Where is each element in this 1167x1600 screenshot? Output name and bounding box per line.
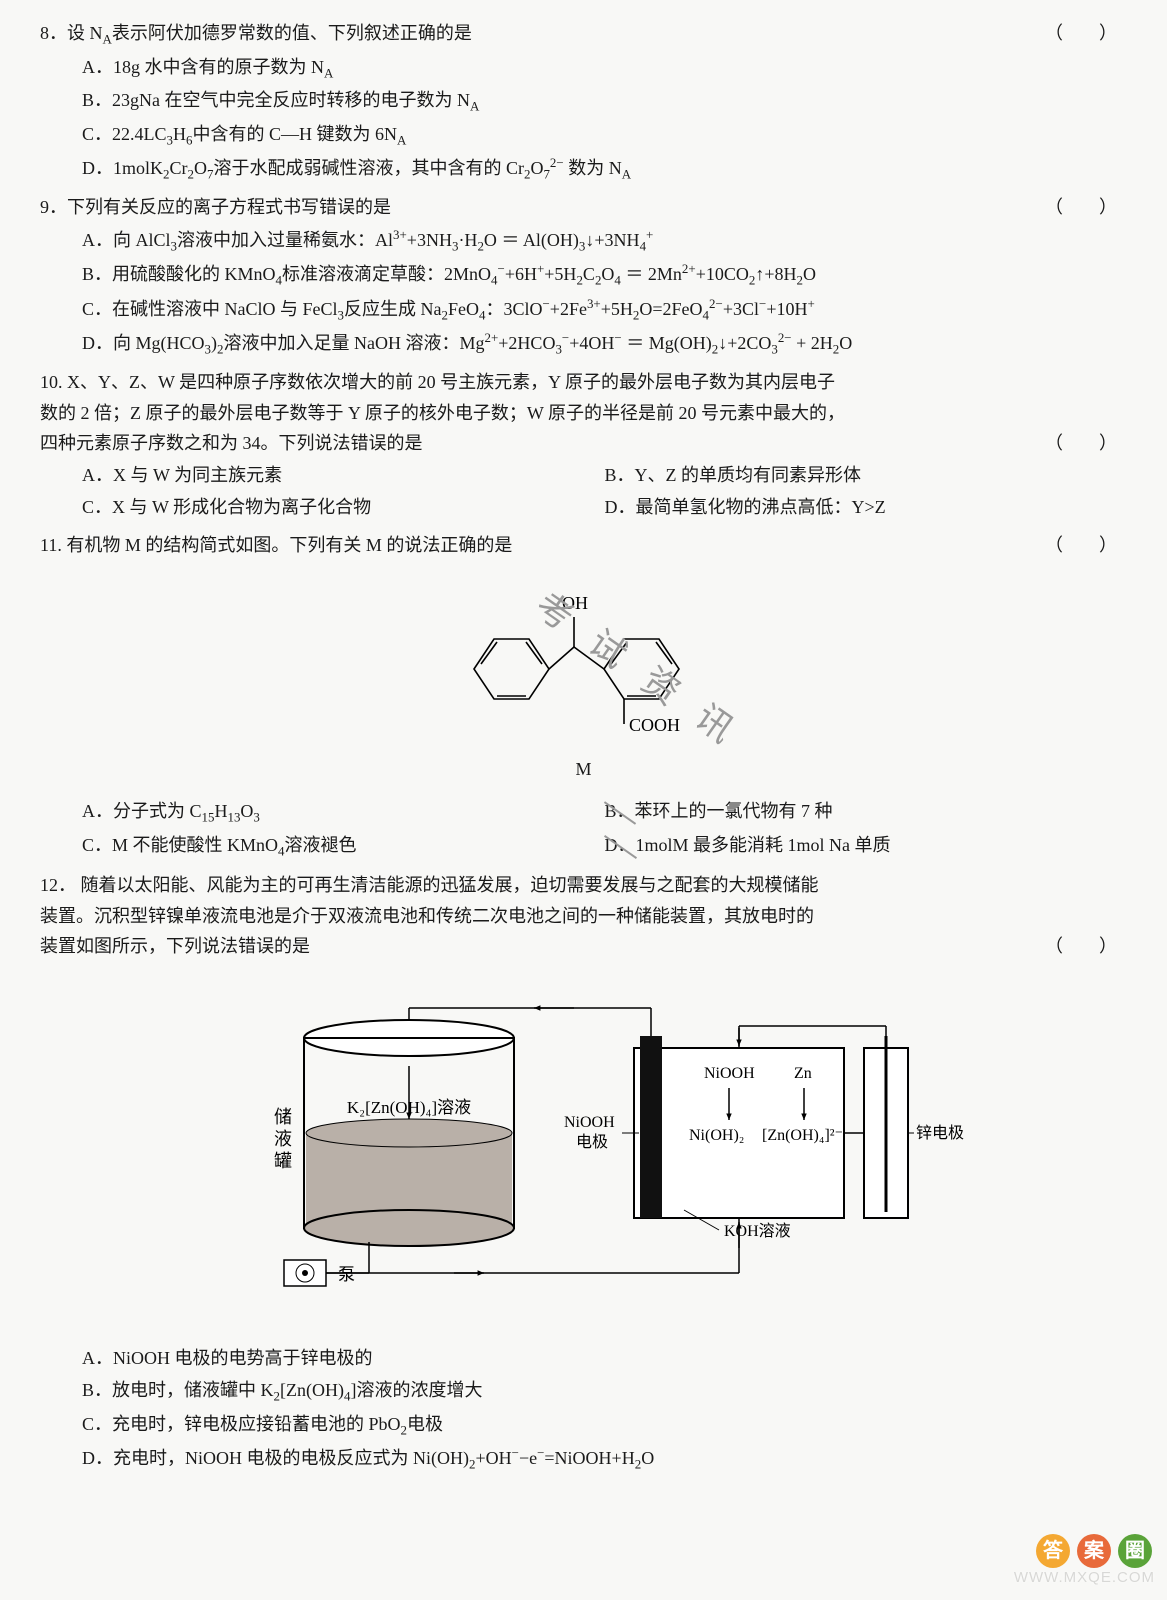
question-9: （ ） 9．下列有关反应的离子方程式书写错误的是 A．向 AlCl3溶液中加入过… — [40, 192, 1127, 361]
q12-stem-line3-wrap: （ ） 装置如图所示，下列说法错误的是 — [40, 931, 1127, 962]
label-cooh: COOH — [629, 715, 680, 735]
q8-opt-a: A．18g 水中含有的原子数为 NA — [82, 52, 1127, 85]
svg-text:泵: 泵 — [338, 1265, 355, 1284]
q10-stem-line3: 四种元素原子序数之和为 34。下列说法错误的是 — [40, 433, 423, 453]
svg-text:液: 液 — [274, 1129, 292, 1149]
svg-text:Ni(OH)₂: Ni(OH)₂ — [689, 1127, 744, 1144]
svg-text:储: 储 — [274, 1107, 292, 1127]
q12-opt-c: C．充电时，锌电极应接铅蓄电池的 PbO2电极 — [82, 1409, 1127, 1442]
svg-text:电极: 电极 — [576, 1133, 608, 1151]
q11-opt-d-label: D． — [605, 830, 636, 861]
svg-text:K₂[Zn(OH)₄]溶液: K₂[Zn(OH)₄]溶液 — [346, 1098, 470, 1117]
q9-opt-b: B．用硫酸酸化的 KMnO4标准溶液滴定草酸：2MnO4−+6H++5H2C2O… — [82, 258, 1127, 292]
molecule-figure: 考 试 资 讯 OH — [40, 579, 1127, 785]
q10-stem-line2: 数的 2 倍；Z 原子的最外层电子数等于 Y 原子的核外电子数；W 原子的半径是… — [40, 398, 1127, 429]
svg-text:[Zn(OH)₄]²⁻: [Zn(OH)₄]²⁻ — [762, 1127, 843, 1144]
q11-opt-c: C．M 不能使酸性 KMnO4溶液褪色 — [82, 830, 605, 863]
q10-opt-a: A．X 与 W 为同主族元素 — [82, 460, 605, 491]
q8-opt-d: D．1molK2Cr2O7溶于水配成弱碱性溶液，其中含有的 Cr2O72− 数为… — [82, 152, 1127, 186]
question-10: 10. X、Y、Z、W 是四种原子序数依次增大的前 20 号主族元素，Y 原子的… — [40, 367, 1127, 524]
q8-opt-b: B．23gNa 在空气中完全反应时转移的电子数为 NA — [82, 85, 1127, 118]
answer-paren: （ ） — [1045, 931, 1117, 962]
q11-stem: 11. 有机物 M 的结构简式如图。下列有关 M 的说法正确的是 — [40, 535, 512, 555]
question-11: （ ） 11. 有机物 M 的结构简式如图。下列有关 M 的说法正确的是 考 试… — [40, 530, 1127, 864]
q11-opt-b: B．苯环上的一氯代物有 7 种 — [605, 796, 1128, 829]
q10-opt-b: B．Y、Z 的单质均有同素异形体 — [605, 460, 1128, 491]
svg-text:锌电极: 锌电极 — [916, 1124, 964, 1142]
q12-options: A．NiOOH 电极的电势高于锌电极的 B．放电时，储液罐中 K2[Zn(OH)… — [40, 1343, 1127, 1475]
q12-stem-line3: 装置如图所示，下列说法错误的是 — [40, 936, 310, 956]
question-12: 12． 随着以太阳能、风能为主的可再生清洁能源的迅猛发展，迫切需要发展与之配套的… — [40, 870, 1127, 1476]
footer-brand: 答 案 圈 — [1035, 1534, 1153, 1568]
q8-options: A．18g 水中含有的原子数为 NA B．23gNa 在空气中完全反应时转移的电… — [40, 52, 1127, 186]
molecule-name: M — [40, 754, 1127, 785]
svg-text:NiOOH: NiOOH — [564, 1114, 615, 1131]
question-8: （ ） 8．设 NA表示阿伏加德罗常数的值、下列叙述正确的是 A．18g 水中含… — [40, 18, 1127, 186]
molecule-svg: OH COOH — [434, 579, 734, 739]
brand-char-3: 圈 — [1118, 1534, 1152, 1568]
q10-options: A．X 与 W 为同主族元素 B．Y、Z 的单质均有同素异形体 C．X 与 W … — [40, 459, 1127, 524]
q12-opt-a: A．NiOOH 电极的电势高于锌电极的 — [82, 1343, 1127, 1374]
battery-diagram: K₂[Zn(OH)₄]溶液 储液罐泵 NiOOH Zn Ni(OH)₂ [Zn(OH)₄]… — [40, 978, 1127, 1328]
q9-opt-a: A．向 AlCl3溶液中加入过量稀氨水：Al3++3NH3·H2O ＝ Al(O… — [82, 224, 1127, 258]
label-oh: OH — [562, 593, 588, 613]
q11-opt-a: A．分子式为 C15H13O3 — [82, 796, 605, 829]
q9-stem-text: 下列有关反应的离子方程式书写错误的是 — [67, 197, 391, 217]
q10-opt-c: C．X 与 W 形成化合物为离子化合物 — [82, 492, 605, 523]
q11-opt-d-text: 1molM 最多能消耗 1mol Na 单质 — [636, 835, 891, 855]
brand-char-1: 答 — [1036, 1534, 1070, 1568]
q10-stem-line1: 10. X、Y、Z、W 是四种原子序数依次增大的前 20 号主族元素，Y 原子的… — [40, 367, 1127, 398]
q8-stem-text: 设 NA表示阿伏加德罗常数的值、下列叙述正确的是 — [67, 23, 472, 43]
q11-options: A．分子式为 C15H13O3 B．苯环上的一氯代物有 7 种 C．M 不能使酸… — [40, 795, 1127, 864]
q8-opt-c: C．22.4LC3H6中含有的 C—H 键数为 6NA — [82, 119, 1127, 152]
brand-char-2: 案 — [1077, 1534, 1111, 1568]
q11-opt-b-label: B． — [605, 796, 635, 827]
q10-stem-line3-wrap: （ ） 四种元素原子序数之和为 34。下列说法错误的是 — [40, 428, 1127, 459]
q8-stem: 8．设 NA表示阿伏加德罗常数的值、下列叙述正确的是 — [40, 23, 472, 43]
svg-text:NiOOH: NiOOH — [704, 1065, 755, 1082]
q9-opt-d: D．向 Mg(HCO3)2溶液中加入足量 NaOH 溶液：Mg2++2HCO3−… — [82, 327, 1127, 361]
answer-paren: （ ） — [1045, 530, 1117, 561]
q9-options: A．向 AlCl3溶液中加入过量稀氨水：Al3++3NH3·H2O ＝ Al(O… — [40, 224, 1127, 361]
q11-opt-b-text: 苯环上的一氯代物有 7 种 — [635, 801, 833, 821]
answer-paren: （ ） — [1045, 18, 1117, 49]
q9-opt-c: C．在碱性溶液中 NaClO 与 FeCl3反应生成 Na2FeO4：3ClO−… — [82, 293, 1127, 327]
q12-opt-b: B．放电时，储液罐中 K2[Zn(OH)4]溶液的浓度增大 — [82, 1375, 1127, 1408]
q11-opt-d: D．1molM 最多能消耗 1mol Na 单质 — [605, 830, 1128, 863]
q9-stem: 9．下列有关反应的离子方程式书写错误的是 — [40, 197, 391, 217]
svg-text:KOH溶液: KOH溶液 — [724, 1222, 791, 1240]
q12-stem-line1: 12． 随着以太阳能、风能为主的可再生清洁能源的迅猛发展，迫切需要发展与之配套的… — [40, 870, 1127, 901]
svg-text:罐: 罐 — [274, 1151, 292, 1171]
answer-paren: （ ） — [1045, 192, 1117, 223]
svg-text:Zn: Zn — [794, 1065, 812, 1082]
battery-svg: K₂[Zn(OH)₄]溶液 储液罐泵 NiOOH Zn Ni(OH)₂ [Zn(OH)₄]… — [204, 978, 964, 1318]
q11-stem-text: 有机物 M 的结构简式如图。下列有关 M 的说法正确的是 — [66, 535, 512, 555]
q10-opt-d: D．最简单氢化物的沸点高低：Y>Z — [605, 492, 1128, 523]
footer-url: WWW.MXQE.COM — [1014, 1565, 1155, 1591]
q12-stem-line2: 装置。沉积型锌镍单液流电池是介于双液流电池和传统二次电池之间的一种储能装置，其放… — [40, 901, 1127, 932]
q12-opt-d: D．充电时，NiOOH 电极的电极反应式为 Ni(OH)2+OH−−e−=NiO… — [82, 1442, 1127, 1476]
answer-paren: （ ） — [1045, 428, 1117, 459]
